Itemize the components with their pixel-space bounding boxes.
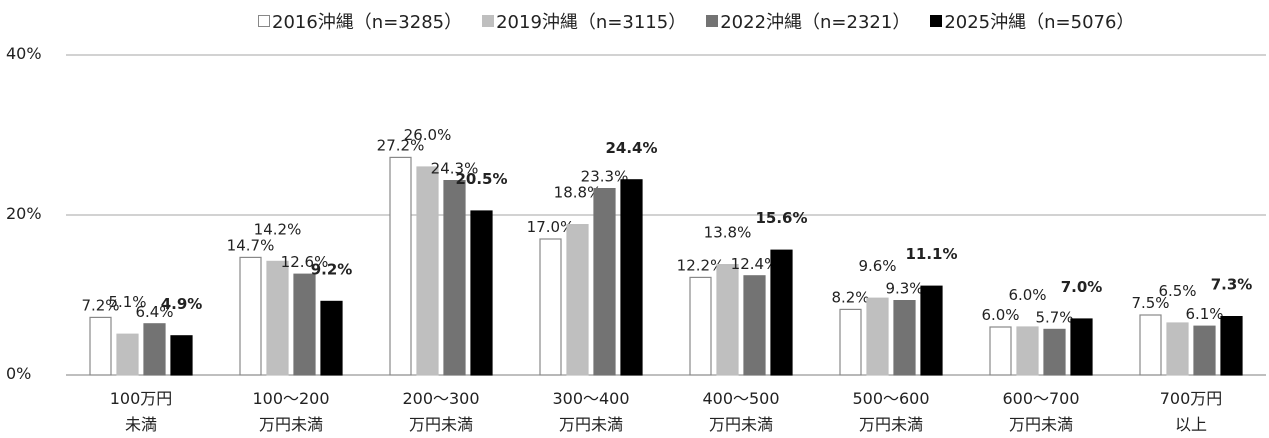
legend-swatch [482, 15, 495, 27]
legend-item: 2016沖縄（n=3285） [258, 8, 462, 34]
bar [1193, 325, 1216, 376]
bar [443, 180, 466, 376]
bar [266, 260, 289, 376]
bar [143, 323, 166, 376]
data-label: 6.5% [1158, 282, 1196, 300]
legend-label: 2016沖縄（n=3285） [272, 12, 463, 33]
bar [839, 308, 862, 376]
legend-label: 2022沖縄（n=2321） [720, 12, 911, 33]
bar [320, 300, 343, 376]
data-label: 7.3% [1211, 276, 1253, 294]
x-tick-label: 700万円 以上 [1159, 389, 1223, 434]
bar [1166, 322, 1189, 376]
bar [539, 238, 562, 376]
x-tick-label: 600～700 万円未満 [1002, 389, 1080, 434]
x-tick-label: 400～500 万円未満 [702, 389, 780, 434]
bar [89, 316, 112, 376]
data-label: 17.0% [527, 218, 575, 236]
bar [389, 156, 412, 376]
bar [866, 297, 889, 376]
legend-swatch [258, 15, 270, 27]
bar [470, 210, 493, 376]
data-label: 9.3% [885, 280, 923, 298]
bar [293, 273, 316, 376]
data-label: 26.0% [404, 126, 452, 144]
data-label: 12.2% [677, 256, 725, 274]
legend-swatch [930, 15, 943, 27]
bar [566, 224, 589, 376]
data-label: 4.9% [161, 295, 203, 313]
data-label: 14.2% [254, 220, 302, 238]
data-label: 5.7% [1035, 308, 1073, 326]
legend-swatch [706, 15, 719, 27]
legend-label: 2025沖縄（n=5076） [944, 12, 1135, 33]
bar [989, 326, 1012, 376]
y-tick-label: 20% [6, 204, 42, 223]
data-label: 6.4% [135, 303, 173, 321]
y-tick-label: 40% [6, 44, 42, 63]
bar [743, 275, 766, 376]
bar [1139, 314, 1162, 376]
bar [593, 188, 616, 376]
bar [1220, 316, 1243, 376]
bar [770, 249, 793, 376]
bar [1016, 326, 1039, 376]
bar [116, 333, 139, 376]
data-label: 12.6% [281, 253, 329, 271]
data-label: 15.6% [755, 209, 807, 227]
data-label: 7.0% [1061, 278, 1103, 296]
data-label: 6.1% [1185, 305, 1223, 323]
bar [170, 335, 193, 376]
y-tick-label: 0% [6, 364, 32, 383]
data-label: 8.2% [831, 288, 869, 306]
data-label: 7.5% [1131, 294, 1169, 312]
data-label: 24.4% [605, 139, 657, 157]
legend-item: 2019沖縄（n=3115） [482, 8, 686, 34]
data-label: 12.4% [731, 255, 779, 273]
x-tick-label: 100～200 万円未満 [252, 389, 330, 434]
data-label: 9.2% [311, 260, 353, 278]
data-label: 23.3% [581, 168, 629, 186]
bar [239, 256, 262, 376]
data-label: 9.6% [858, 257, 896, 275]
legend: 2016沖縄（n=3285） 2019沖縄（n=3115） 2022沖縄（n=232… [258, 8, 1134, 34]
legend-item: 2022沖縄（n=2321） [706, 8, 910, 34]
bar [416, 166, 439, 376]
data-label: 6.0% [1008, 286, 1046, 304]
data-label: 18.8% [554, 184, 602, 202]
data-label: 24.3% [431, 160, 479, 178]
legend-item: 2025沖縄（n=5076） [930, 8, 1134, 34]
data-label: 13.8% [704, 224, 752, 242]
x-tick-label: 100万円 未満 [109, 389, 173, 434]
bar [1070, 318, 1093, 376]
data-label: 5.1% [108, 293, 146, 311]
bar [1043, 328, 1066, 376]
data-label: 27.2% [377, 136, 425, 154]
bar [716, 264, 739, 376]
x-tick-label: 200～300 万円未満 [402, 389, 480, 434]
data-label: 6.0% [981, 306, 1019, 324]
data-label: 14.7% [227, 236, 275, 254]
bar [689, 276, 712, 376]
legend-label: 2019沖縄（n=3115） [496, 12, 687, 33]
bar [620, 179, 643, 376]
x-tick-label: 500～600 万円未満 [852, 389, 930, 434]
bar [893, 300, 916, 376]
x-tick-label: 300～400 万円未満 [552, 389, 630, 434]
bar [920, 285, 943, 376]
data-label: 7.2% [81, 296, 119, 314]
data-label: 20.5% [455, 170, 507, 188]
data-label: 11.1% [905, 245, 957, 263]
